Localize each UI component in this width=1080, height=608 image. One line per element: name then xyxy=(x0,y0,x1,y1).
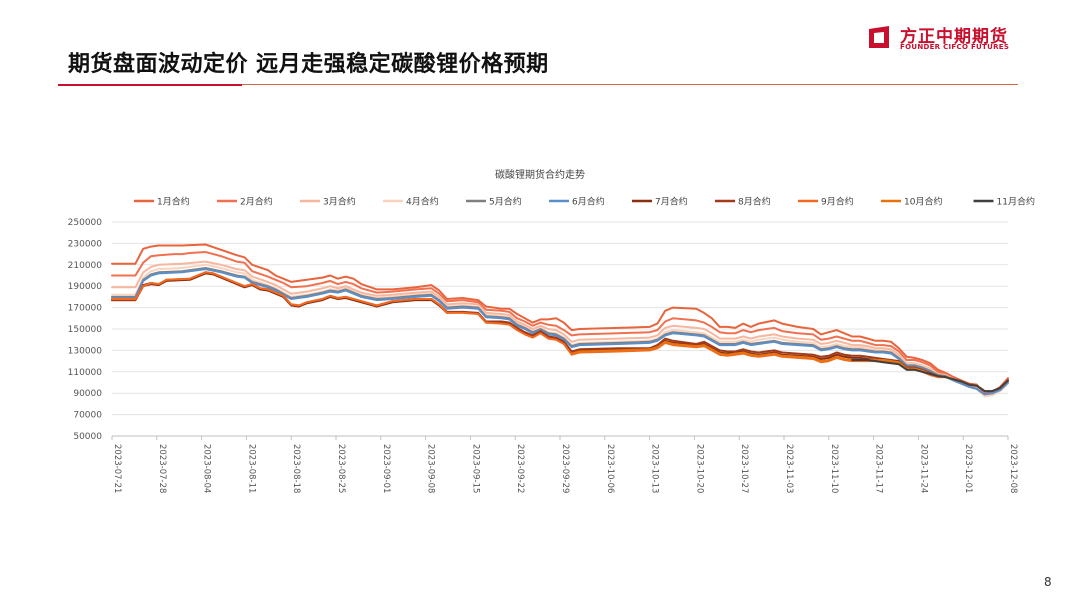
x-tick-label: 2023-11-24 xyxy=(918,444,928,493)
series-line-6月合约 xyxy=(111,268,1009,396)
x-tick-label: 2023-09-01 xyxy=(381,444,391,493)
legend-label: 6月合约 xyxy=(572,196,605,208)
legend-label: 8月合约 xyxy=(738,196,771,208)
y-tick-label: 90000 xyxy=(73,389,102,399)
x-tick-label: 2023-09-29 xyxy=(560,444,570,493)
legend-label: 5月合约 xyxy=(489,196,522,208)
legend-label: 11月合约 xyxy=(997,196,1035,208)
x-tick-label: 2023-09-22 xyxy=(515,444,525,493)
series-line-9月合约 xyxy=(111,271,1009,393)
y-axis: 250000 230000 210000 190000 170000 150000 1300… xyxy=(68,218,103,442)
y-tick-label: 170000 xyxy=(68,304,103,314)
x-tick-label: 2023-08-25 xyxy=(336,444,346,493)
x-tick-label: 2023-11-03 xyxy=(784,444,794,493)
logo-text-cn: 方正中期期货 xyxy=(900,27,1008,47)
chart-legend: 1月合约 2月合约 3月合约 4月合约 5月合约 6月合约 7月合约 8月合约 9月合约 10月合… xyxy=(134,196,1035,208)
x-axis: 2023-07-21 2023-07-28 2023-08-04 2023-08-11… xyxy=(111,436,1018,493)
logo-text-en: FOUNDER CIFCO FUTURES xyxy=(900,43,1010,51)
x-tick-label: 2023-09-15 xyxy=(470,444,480,493)
y-tick-label: 210000 xyxy=(68,261,103,271)
legend-label: 1月合约 xyxy=(157,196,190,208)
x-tick-label: 2023-09-08 xyxy=(426,444,436,493)
x-tick-label: 2023-07-28 xyxy=(157,444,167,493)
y-tick-label: 130000 xyxy=(68,346,103,356)
x-tick-label: 2023-12-08 xyxy=(1008,444,1018,493)
series-line-10月合约 xyxy=(570,340,1009,393)
y-tick-label: 250000 xyxy=(68,218,103,228)
title-underline-accent xyxy=(58,84,242,86)
y-tick-label: 230000 xyxy=(68,239,103,249)
x-tick-label: 2023-07-21 xyxy=(112,444,122,493)
x-tick-label: 2023-08-18 xyxy=(291,444,301,493)
legend-label: 4月合约 xyxy=(406,196,439,208)
legend-label: 2月合约 xyxy=(240,196,273,208)
company-logo: 方正中期期货 FOUNDER CIFCO FUTURES xyxy=(866,22,1026,56)
legend-label: 9月合约 xyxy=(821,196,854,208)
series-line-4月合约 xyxy=(111,263,1009,398)
x-tick-label: 2023-11-10 xyxy=(829,444,839,493)
x-tick-label: 2023-08-11 xyxy=(246,444,256,493)
title-underline xyxy=(242,84,1018,85)
series-line-11月合约 xyxy=(851,359,1009,393)
chart-title: 碳酸锂期货合约走势 xyxy=(495,168,585,181)
y-tick-label: 70000 xyxy=(73,411,102,421)
series-line-1月合约 xyxy=(111,243,1009,396)
series-line-2月合约 xyxy=(111,251,1009,395)
y-tick-label: 50000 xyxy=(73,432,102,442)
logo-mark-icon xyxy=(869,26,889,48)
chart-series xyxy=(111,243,1009,398)
legend-label: 3月合约 xyxy=(323,196,356,208)
x-tick-label: 2023-10-27 xyxy=(739,444,749,493)
x-tick-label: 2023-08-04 xyxy=(202,444,212,493)
y-tick-label: 150000 xyxy=(68,325,103,335)
x-tick-label: 2023-10-20 xyxy=(694,444,704,493)
page-title: 期货盘面波动定价 远月走强稳定碳酸锂价格预期 xyxy=(68,52,549,77)
page-number: 8 xyxy=(1044,575,1052,589)
y-tick-label: 190000 xyxy=(68,282,103,292)
legend-label: 7月合约 xyxy=(655,196,688,208)
legend-label: 10月合约 xyxy=(904,196,942,208)
x-tick-label: 2023-11-17 xyxy=(874,444,884,493)
y-tick-label: 110000 xyxy=(68,368,103,378)
x-tick-label: 2023-10-06 xyxy=(605,444,615,493)
x-tick-label: 2023-12-01 xyxy=(963,444,973,493)
x-tick-label: 2023-10-13 xyxy=(650,444,660,493)
series-line-3月合约 xyxy=(111,260,1009,397)
